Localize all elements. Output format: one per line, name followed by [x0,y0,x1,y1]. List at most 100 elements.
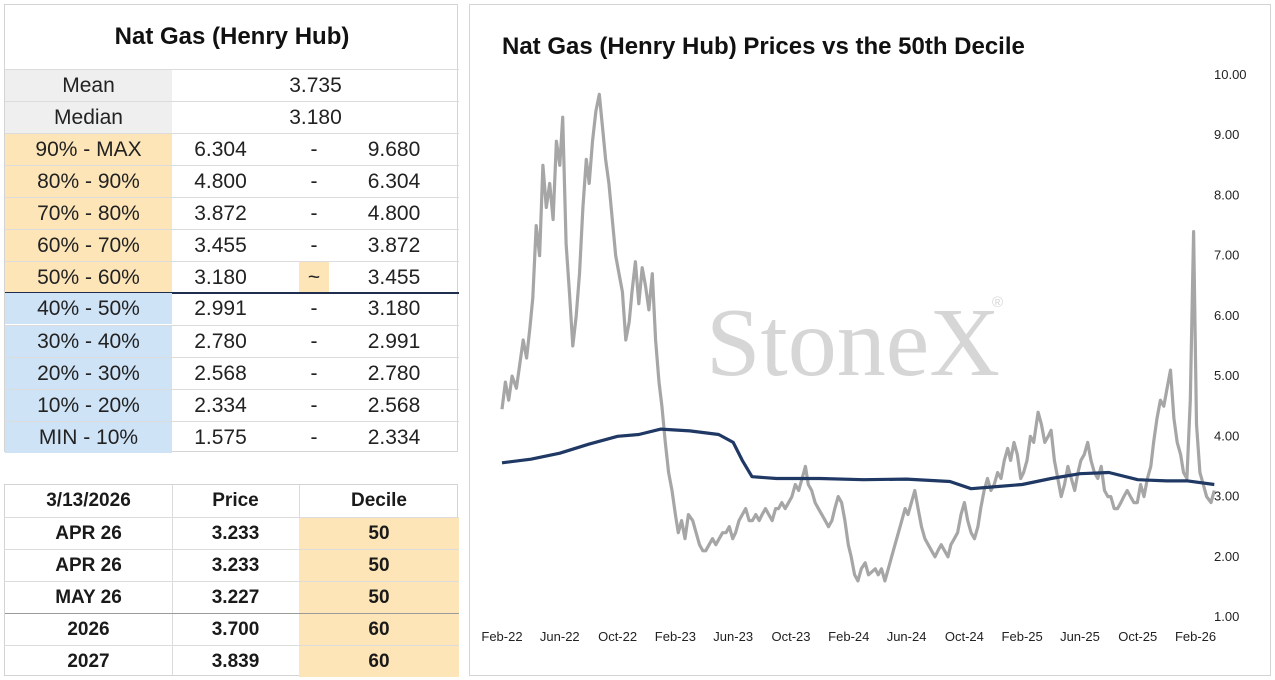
range-sep: ~ [299,262,329,293]
table-row: APR 26 3.233 50 [5,517,459,549]
price-cell: 3.227 [211,587,260,608]
range-sep: - [310,234,318,257]
y-tick-label: 7.00 [1214,248,1239,263]
y-tick-label: 4.00 [1214,428,1239,443]
range-label: 50% - 60% [5,262,172,293]
range-label: 10% - 20% [5,390,172,421]
mean-value: 3.735 [289,74,342,97]
median-divider [5,292,459,294]
range-sep: - [310,170,318,193]
x-tick-label: Feb-26 [1175,629,1216,644]
mean-row: Mean 3.735 [5,69,459,101]
x-tick-label: Jun-25 [1060,629,1100,644]
decile-range-row: 20% - 30% 2.568 - 2.780 [5,357,459,389]
range-label: 20% - 30% [5,358,172,389]
y-tick-label: 10.00 [1214,67,1247,82]
decile-range-row: 90% - MAX 6.304 - 9.680 [5,133,459,165]
table-row: 2026 3.700 60 [5,613,459,645]
stats-table: Nat Gas (Henry Hub) Mean 3.735 Median 3.… [4,4,459,453]
registered-mark: ® [992,294,1003,311]
decile-range-row: 50% - 60% 3.180 ~ 3.455 [5,261,459,293]
y-tick-label: 9.00 [1214,127,1239,142]
range-low: 2.991 [194,297,247,320]
decile-cell: 50 [299,518,459,549]
header-price: Price [212,490,259,511]
range-high: 4.800 [367,202,421,225]
range-low: 6.304 [194,138,247,161]
x-tick-label: Jun-24 [887,629,927,644]
y-tick-label: 2.00 [1214,549,1239,564]
stonex-watermark: StoneX [706,289,1000,397]
range-low: 1.575 [194,426,247,449]
decile-cell: 50 [299,582,459,613]
range-high: 6.304 [367,170,421,193]
range-low: 3.180 [194,266,247,289]
chart-title: Nat Gas (Henry Hub) Prices vs the 50th D… [502,33,1025,60]
decile-range-row: 70% - 80% 3.872 - 4.800 [5,197,459,229]
contract-cell: APR 26 [55,555,122,576]
x-tick-label: Feb-25 [1002,629,1043,644]
range-low: 3.872 [194,202,247,225]
range-high: 2.568 [367,394,421,417]
x-tick-label: Feb-23 [655,629,696,644]
price-cell: 3.233 [211,555,260,576]
range-sep: - [310,394,318,417]
median-row: Median 3.180 [5,101,459,133]
range-label: MIN - 10% [5,422,172,453]
header-decile: Decile [351,490,407,511]
range-sep: - [310,138,318,161]
range-sep: - [310,362,318,385]
x-tick-label: Feb-24 [828,629,869,644]
price-cell: 3.700 [211,619,260,640]
table-row: 2027 3.839 60 [5,645,459,677]
range-low: 2.334 [194,394,247,417]
price-cell: 3.233 [211,523,260,544]
median-label: Median [5,102,172,133]
x-tick-label: Oct-22 [598,629,637,644]
range-label: 90% - MAX [5,134,172,165]
decile-cell: 60 [299,646,459,677]
median-value: 3.180 [289,106,342,129]
decile-range-row: 60% - 70% 3.455 - 3.872 [5,229,459,261]
x-tick-label: Feb-22 [481,629,522,644]
contract-decile-table: 3/13/2026 Price Decile APR 26 3.233 50 A… [4,484,459,677]
price-chart: Nat Gas (Henry Hub) Prices vs the 50th D… [469,4,1271,676]
decile-range-row: MIN - 10% 1.575 - 2.334 [5,421,459,453]
decile-range-row: 30% - 40% 2.780 - 2.991 [5,325,459,357]
decile-series-line [501,427,1215,491]
chart-canvas: StoneX ® 1.00 2.00 3.00 4.00 5.00 6.00 7.00 8.0… [481,67,1247,644]
range-sep: - [310,202,318,225]
table-header-row: 3/13/2026 Price Decile [5,485,459,517]
contract-cell: 2026 [67,619,110,640]
decile-range-row: 40% - 50% 2.991 - 3.180 [5,293,459,325]
range-low: 2.568 [194,362,247,385]
price-cell: 3.839 [211,651,260,672]
y-tick-label: 5.00 [1214,368,1239,383]
range-label: 80% - 90% [5,166,172,197]
x-tick-label: Oct-25 [1118,629,1157,644]
range-high: 3.455 [367,266,421,289]
mean-label: Mean [5,70,172,101]
header-date: 3/13/2026 [46,490,131,511]
x-tick-label: Jun-22 [540,629,580,644]
x-tick-label: Jun-23 [713,629,753,644]
range-high: 3.180 [367,297,421,320]
range-low: 4.800 [194,170,247,193]
y-tick-label: 3.00 [1214,489,1239,504]
table-row: MAY 26 3.227 50 [5,581,459,613]
contract-cell: 2027 [67,651,110,672]
y-tick-label: 8.00 [1214,187,1239,202]
range-high: 2.991 [367,330,421,353]
stats-title: Nat Gas (Henry Hub) [114,23,350,50]
range-low: 2.780 [194,330,247,353]
range-high: 2.334 [367,426,421,449]
range-sep: - [310,330,318,353]
y-tick-label: 1.00 [1214,609,1239,624]
decile-cell: 50 [299,550,459,581]
y-tick-label: 6.00 [1214,308,1239,323]
range-high: 2.780 [367,362,421,385]
x-tick-label: Oct-23 [771,629,810,644]
x-tick-label: Oct-24 [945,629,984,644]
decile-range-row: 10% - 20% 2.334 - 2.568 [5,389,459,421]
range-low: 3.455 [194,234,247,257]
